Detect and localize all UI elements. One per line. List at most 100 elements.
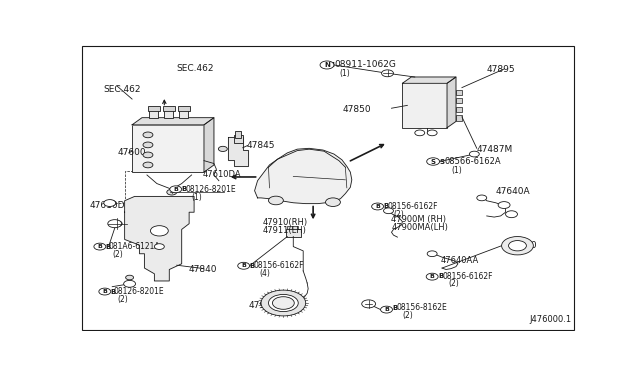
Circle shape <box>143 152 153 158</box>
Circle shape <box>506 211 518 218</box>
Text: (2): (2) <box>394 210 404 219</box>
Circle shape <box>237 262 250 269</box>
Bar <box>234 135 243 142</box>
Circle shape <box>269 294 298 312</box>
Text: 08126-8201E: 08126-8201E <box>114 287 164 296</box>
Bar <box>456 107 462 112</box>
Text: B: B <box>97 244 102 249</box>
Circle shape <box>498 202 510 208</box>
Bar <box>456 98 462 103</box>
Text: J476000.1: J476000.1 <box>529 315 571 324</box>
Circle shape <box>124 280 136 287</box>
Text: B: B <box>106 244 111 250</box>
Bar <box>236 131 241 138</box>
Bar <box>403 83 447 128</box>
Bar <box>456 115 462 121</box>
Circle shape <box>170 186 182 193</box>
Circle shape <box>273 297 294 309</box>
Bar <box>456 90 462 95</box>
Text: (1): (1) <box>191 193 202 202</box>
Circle shape <box>362 300 376 308</box>
Text: (2): (2) <box>117 295 128 304</box>
Text: 08156-6162F: 08156-6162F <box>253 261 304 270</box>
Circle shape <box>99 288 111 295</box>
Text: B: B <box>383 203 389 209</box>
Bar <box>178 106 189 110</box>
Text: 47610DA: 47610DA <box>203 170 242 179</box>
Text: 08911-1062G: 08911-1062G <box>334 61 396 70</box>
Circle shape <box>509 241 527 251</box>
Text: 47640A: 47640A <box>495 187 531 196</box>
Text: 47910(RH): 47910(RH) <box>262 218 308 227</box>
Text: B: B <box>438 273 444 279</box>
Circle shape <box>426 273 438 280</box>
Text: 47950: 47950 <box>509 241 538 250</box>
Text: 47600: 47600 <box>117 148 146 157</box>
Bar <box>287 226 293 228</box>
Text: 47640AA: 47640AA <box>441 256 479 264</box>
Text: S: S <box>431 158 436 164</box>
Bar <box>179 108 188 118</box>
Text: 47970: 47970 <box>249 301 277 310</box>
Circle shape <box>154 244 164 250</box>
Circle shape <box>218 146 227 151</box>
Text: 47487M: 47487M <box>477 145 513 154</box>
Circle shape <box>383 208 394 214</box>
Text: 08156-6162F: 08156-6162F <box>442 272 493 280</box>
Circle shape <box>167 189 177 195</box>
Text: N: N <box>328 62 334 68</box>
Text: (1): (1) <box>451 166 461 174</box>
Text: B: B <box>429 274 435 279</box>
Circle shape <box>381 70 394 77</box>
Polygon shape <box>132 118 214 125</box>
Text: 081A6-6121A: 081A6-6121A <box>109 242 161 251</box>
Circle shape <box>143 162 153 168</box>
Text: 08126-8201E: 08126-8201E <box>185 185 236 194</box>
Text: 47850: 47850 <box>343 105 371 113</box>
Polygon shape <box>125 196 194 281</box>
Bar <box>286 228 301 237</box>
Polygon shape <box>403 77 456 83</box>
Text: SEC.462: SEC.462 <box>177 64 214 74</box>
Text: 08156-6162F: 08156-6162F <box>388 202 438 211</box>
Circle shape <box>269 196 284 205</box>
Text: B: B <box>102 289 108 294</box>
Text: B: B <box>375 204 380 209</box>
Bar <box>164 108 173 118</box>
Text: 47845: 47845 <box>246 141 275 150</box>
Circle shape <box>125 275 134 280</box>
Circle shape <box>381 306 392 313</box>
Text: 47895: 47895 <box>486 65 515 74</box>
Text: (2): (2) <box>112 250 123 259</box>
Bar <box>163 106 175 110</box>
Text: B: B <box>182 186 187 192</box>
Circle shape <box>502 237 533 255</box>
Text: 08156-8162E: 08156-8162E <box>396 303 447 312</box>
Polygon shape <box>447 77 456 128</box>
Circle shape <box>261 290 306 316</box>
Circle shape <box>106 200 116 206</box>
Circle shape <box>143 142 153 148</box>
Circle shape <box>428 251 437 257</box>
Text: SEC.462: SEC.462 <box>104 84 141 93</box>
Circle shape <box>150 226 168 236</box>
Text: N: N <box>324 62 330 68</box>
Circle shape <box>112 221 122 227</box>
Bar <box>148 106 160 110</box>
Text: B: B <box>384 307 389 312</box>
Circle shape <box>372 203 383 210</box>
Text: 08566-6162A: 08566-6162A <box>445 157 501 166</box>
Text: 47911(LH): 47911(LH) <box>262 226 307 235</box>
Text: B: B <box>111 289 116 295</box>
Text: (4): (4) <box>260 269 271 278</box>
Circle shape <box>326 198 340 206</box>
Text: (1): (1) <box>339 69 349 78</box>
Text: 47900MA(LH): 47900MA(LH) <box>392 223 449 232</box>
Bar <box>292 226 298 228</box>
Circle shape <box>477 195 487 201</box>
Text: B: B <box>392 305 397 311</box>
Text: 47900M (RH): 47900M (RH) <box>392 215 447 224</box>
Circle shape <box>427 158 440 165</box>
Text: B: B <box>241 263 246 268</box>
Text: S: S <box>440 158 445 164</box>
